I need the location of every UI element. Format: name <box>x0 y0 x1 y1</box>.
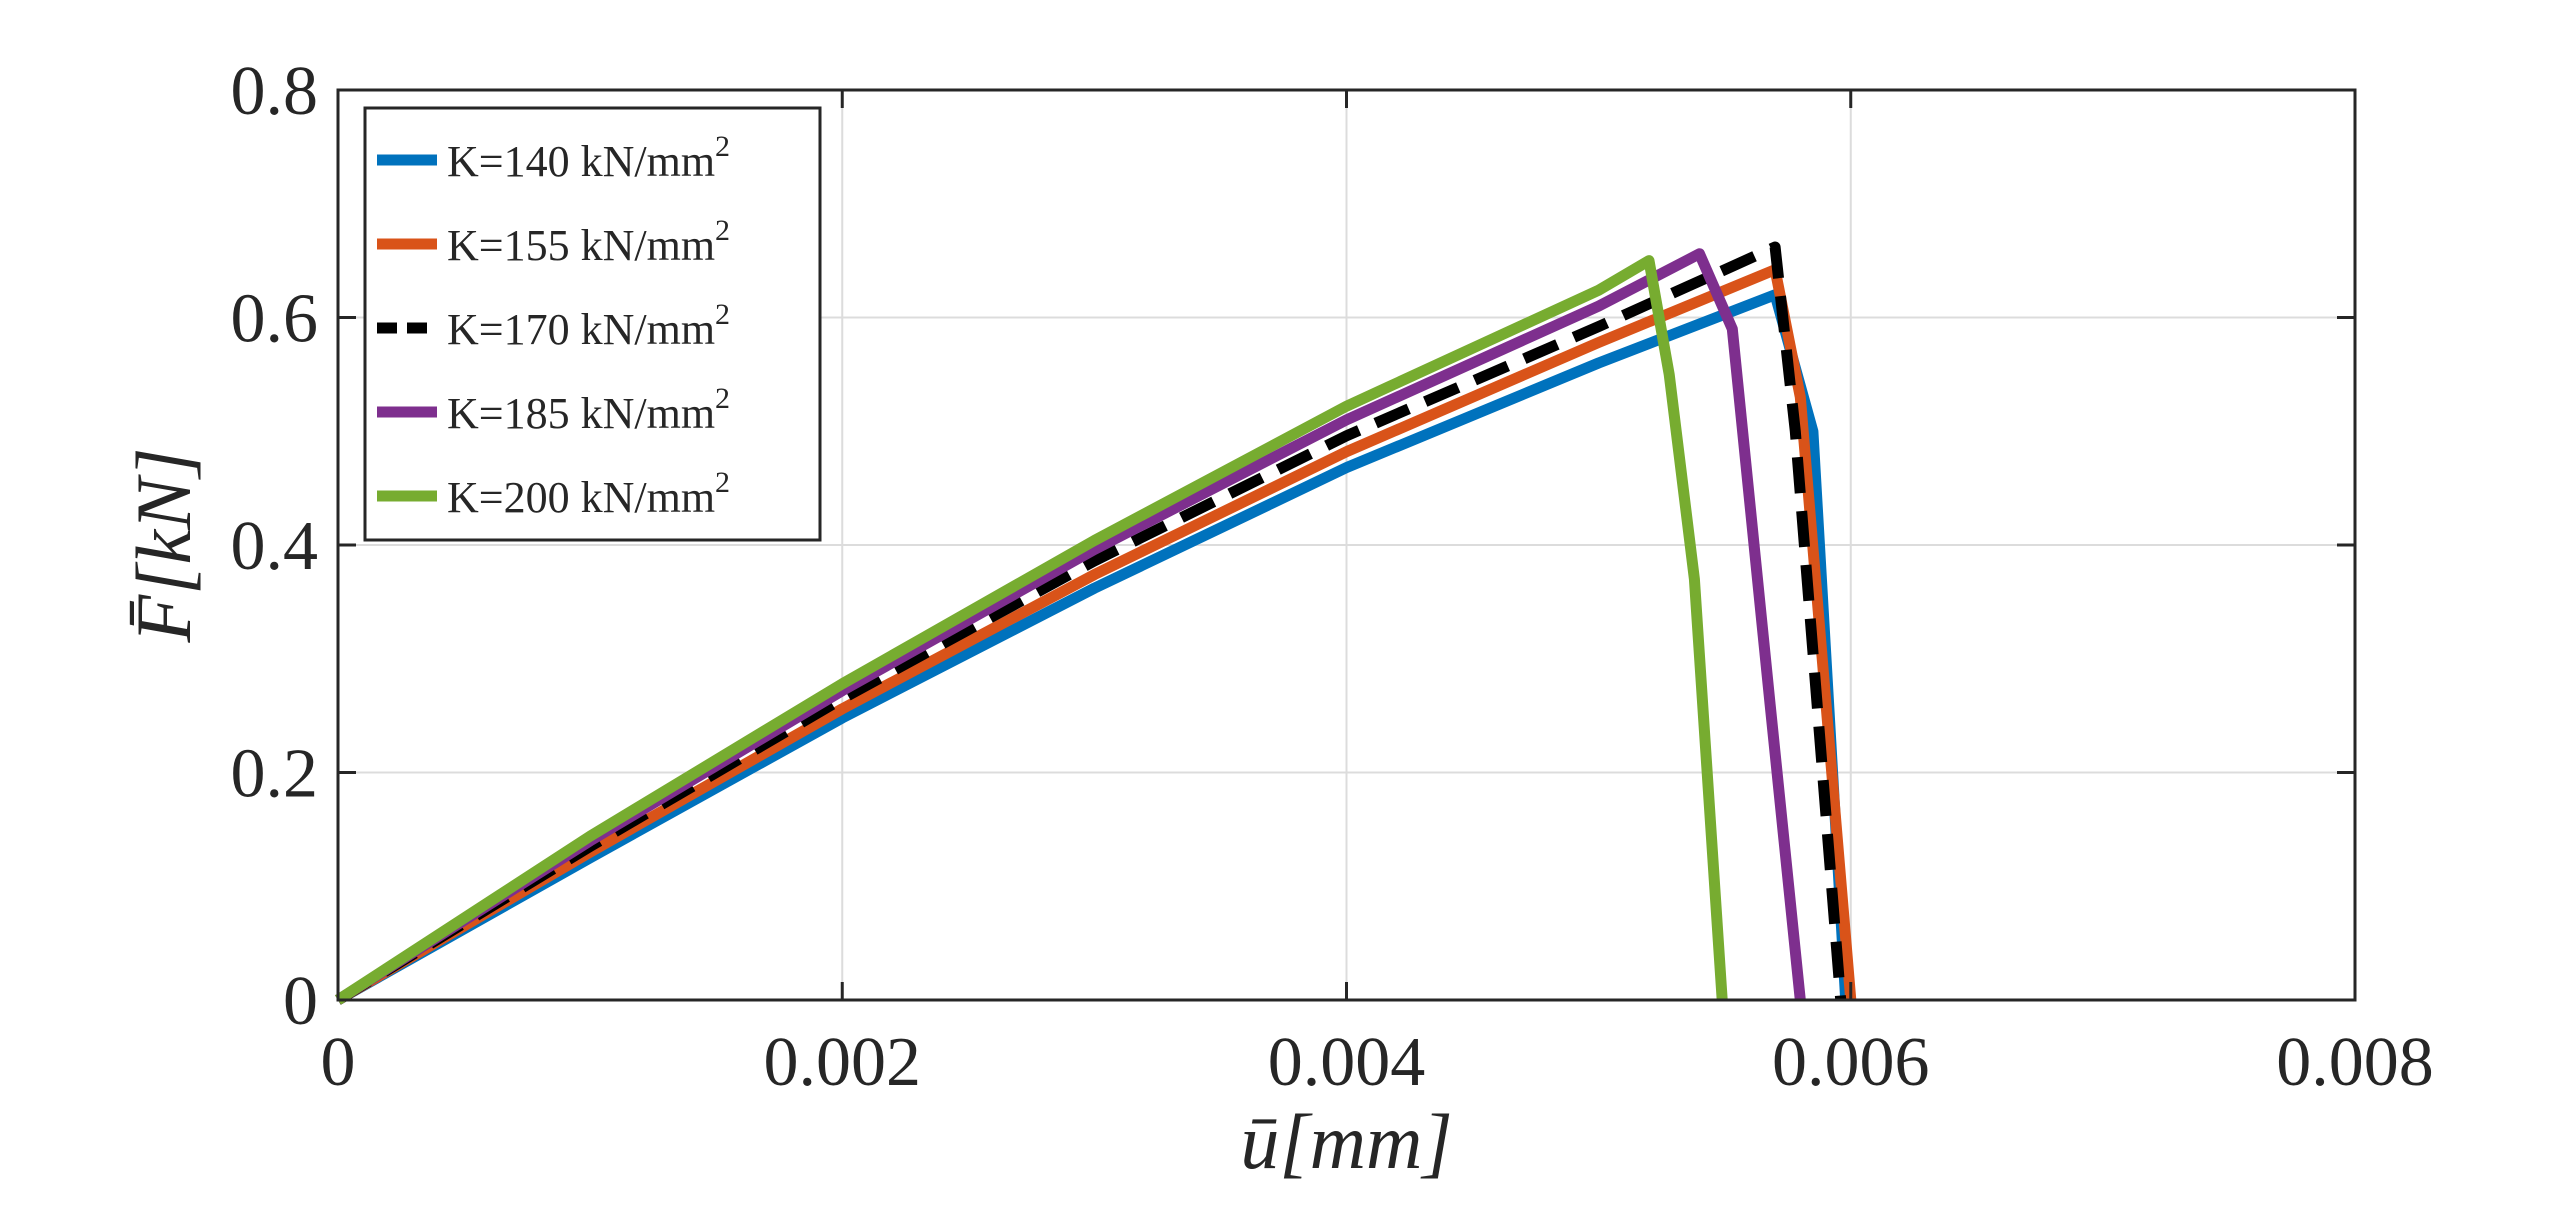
legend-label-5: K=200 kN/mm2 <box>447 466 730 522</box>
y-tick-label: 0 <box>283 963 318 1040</box>
legend-label-1: K=140 kN/mm2 <box>447 130 730 186</box>
ticks <box>336 88 2357 1002</box>
tick-labels: 0 0.002 0.004 0.006 0.008 0 0.2 0.4 0.6 0.8 <box>231 53 2434 1101</box>
x-axis-label: ū[mm] <box>1240 1098 1452 1185</box>
y-tick-label: 0.4 <box>231 508 319 585</box>
y-axis-label: F̄[kN] <box>120 448 207 644</box>
x-tick-label: 0.006 <box>1772 1024 1930 1101</box>
y-tick-label: 0.2 <box>231 736 319 813</box>
series-line-5 <box>335 255 1728 1005</box>
x-tick-label: 0 <box>321 1024 356 1101</box>
legend-box <box>363 106 822 542</box>
y-tick-label: 0.6 <box>231 281 319 358</box>
x-tick-label: 0.004 <box>1268 1024 1426 1101</box>
x-tick-label: 0.002 <box>764 1024 922 1101</box>
legend-label-2: K=155 kN/mm2 <box>447 214 730 270</box>
legend-label-3: K=170 kN/mm2 <box>447 298 730 354</box>
legend-label-4: K=185 kN/mm2 <box>447 382 730 438</box>
series-layer <box>335 241 1857 1005</box>
legend: K=140 kN/mm2 K=155 kN/mm2 K=170 kN/mm2 K=18… <box>363 106 822 542</box>
x-tick-label: 0.008 <box>2276 1024 2434 1101</box>
y-tick-label: 0.8 <box>231 53 319 130</box>
